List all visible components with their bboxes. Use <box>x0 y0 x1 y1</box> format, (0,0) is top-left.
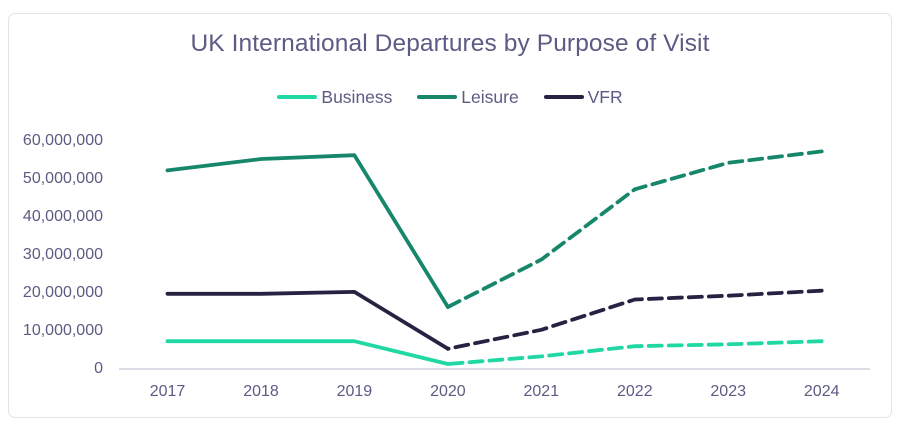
svg-text:2017: 2017 <box>150 383 186 400</box>
svg-text:60,000,000: 60,000,000 <box>23 132 103 149</box>
svg-text:20,000,000: 20,000,000 <box>23 284 103 301</box>
svg-text:2023: 2023 <box>710 383 746 400</box>
svg-text:2020: 2020 <box>430 383 466 400</box>
svg-text:50,000,000: 50,000,000 <box>23 170 103 187</box>
svg-text:2018: 2018 <box>243 383 279 400</box>
svg-text:40,000,000: 40,000,000 <box>23 208 103 225</box>
svg-text:2024: 2024 <box>804 383 840 400</box>
svg-text:30,000,000: 30,000,000 <box>23 246 103 263</box>
svg-text:2022: 2022 <box>617 383 653 400</box>
svg-text:2021: 2021 <box>524 383 560 400</box>
svg-text:10,000,000: 10,000,000 <box>23 322 103 339</box>
svg-text:2019: 2019 <box>337 383 373 400</box>
svg-text:0: 0 <box>94 360 103 377</box>
